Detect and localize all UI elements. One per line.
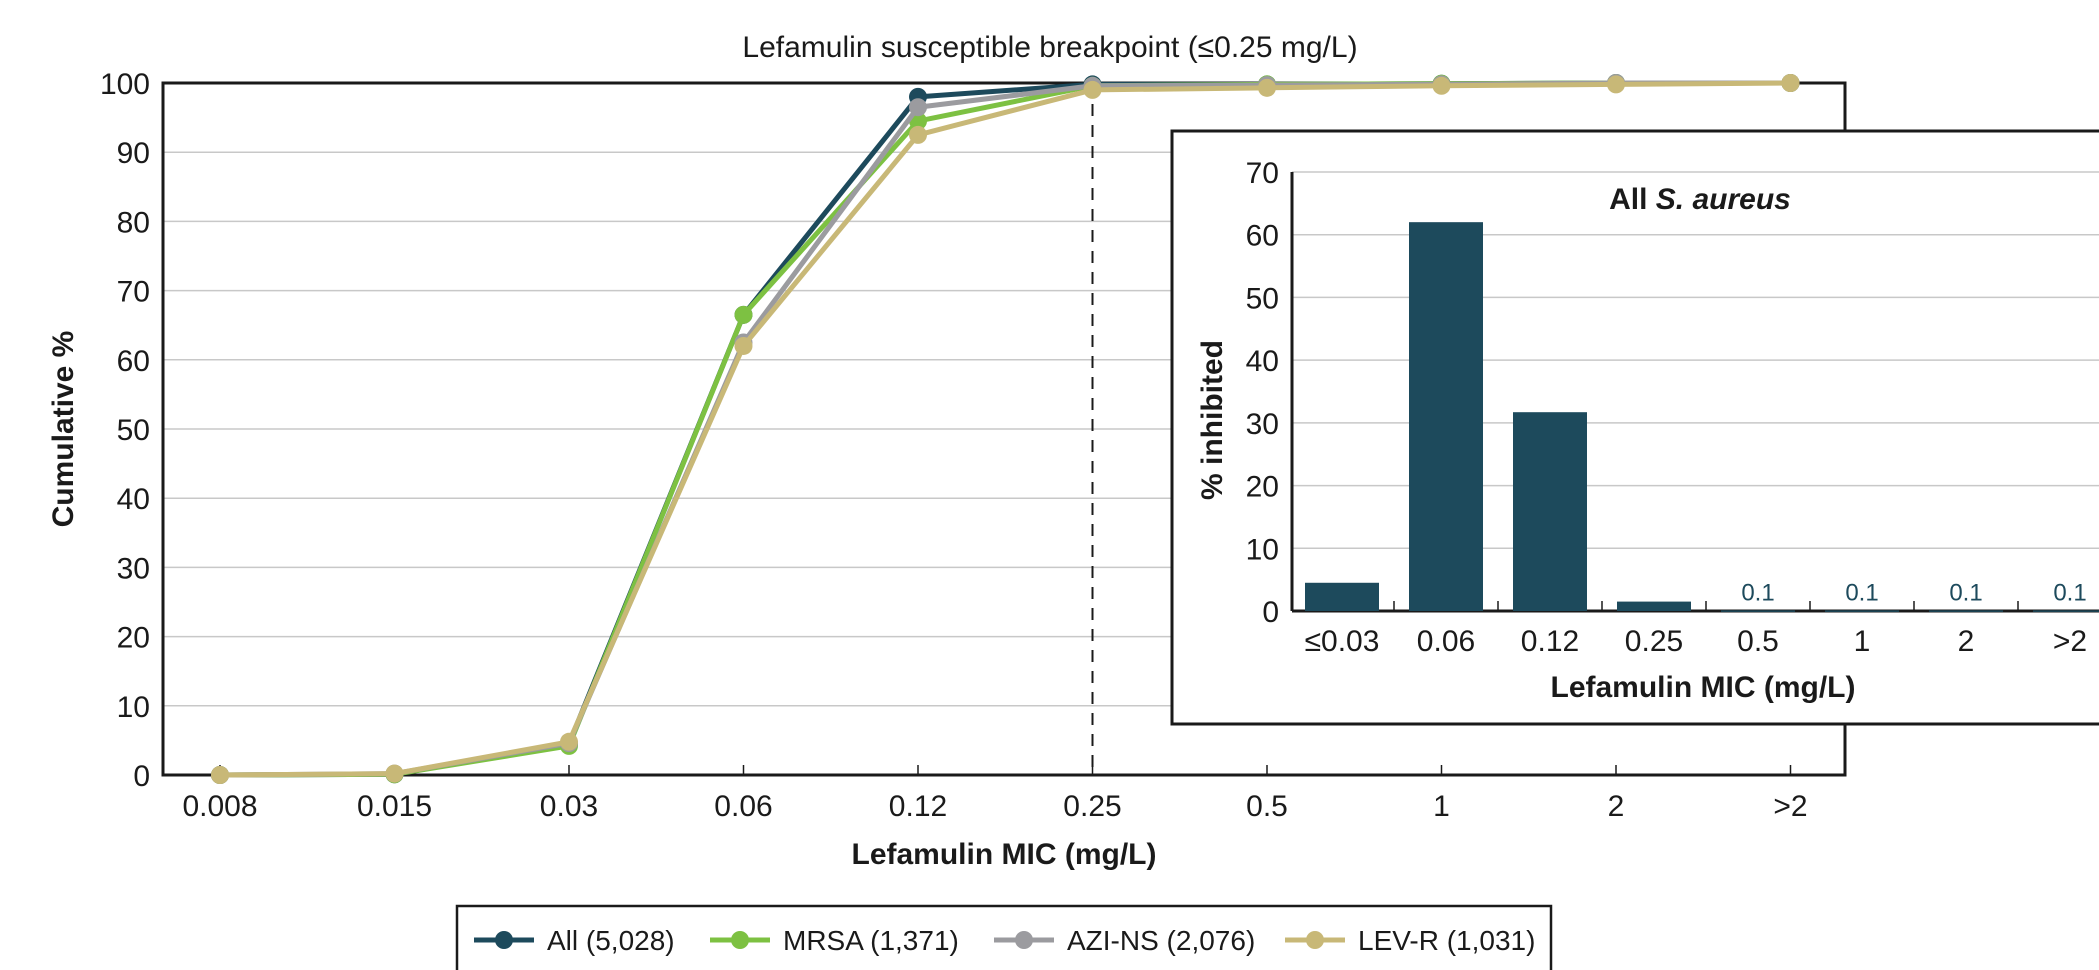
- inset-bar: [1721, 610, 1795, 612]
- main-y-tick-label: 30: [117, 552, 150, 585]
- main-x-tick-label: 2: [1608, 790, 1625, 823]
- inset-x-tick-label: 0.12: [1521, 625, 1579, 658]
- inset-bar-data-label: 0.1: [1741, 579, 1774, 606]
- inset-bar-data-label: 0.1: [1949, 579, 1982, 606]
- series-point: [909, 125, 927, 144]
- main-y-tick-label: 40: [117, 483, 150, 516]
- legend-box: [455, 904, 1553, 970]
- series-point: [211, 766, 229, 784]
- inset-title-prefix: All: [1609, 183, 1656, 216]
- breakpoint-annotation: Lefamulin susceptible breakpoint (≤0.25 …: [742, 31, 1357, 64]
- legend-label: MRSA (1,371): [783, 925, 959, 956]
- inset-y-tick-label: 30: [1246, 408, 1279, 441]
- series-line: [219, 80, 1791, 778]
- series-point: [1607, 75, 1625, 94]
- inset-bars: 0.1 0.1 0.1 0.1: [1305, 222, 2099, 612]
- main-y-tick-label: 70: [117, 276, 150, 309]
- inset-x-tick-label: 0.06: [1417, 625, 1475, 658]
- inset-x-tick-label: 0.5: [1737, 625, 1779, 658]
- inset-y-tick-label: 40: [1246, 345, 1279, 378]
- inset-y-tick-label: 20: [1246, 471, 1279, 504]
- series-point: [385, 764, 404, 783]
- inset-bar: [1617, 601, 1691, 611]
- inset-x-tick-labels: ≤0.03 0.06 0.12 0.25 0.5 1 2 >2: [1305, 601, 2087, 658]
- legend-marker: [1015, 931, 1033, 949]
- inset-x-tick-label: ≤0.03: [1305, 625, 1380, 658]
- inset-x-axis-title: Lefamulin MIC (mg/L): [1551, 671, 1856, 704]
- main-y-tick-label: 90: [117, 137, 150, 170]
- main-y-tick-label: 10: [117, 691, 150, 724]
- inset-y-tick-labels: 0 10 20 30 40 50 60 70: [1246, 157, 1279, 629]
- legend-label: LEV-R (1,031): [1358, 925, 1535, 956]
- legend-marker: [1306, 931, 1324, 949]
- inset-frame: [1170, 129, 2099, 726]
- inset-bar: [1305, 582, 1379, 611]
- inset-title: All S. aureus: [1609, 183, 1791, 216]
- inset-bar: [1513, 412, 1587, 611]
- main-gridlines: [163, 151, 1845, 707]
- inset-y-tick-label: 0: [1262, 596, 1279, 629]
- inset-bar-chart: 0 10 20 30 40 50 60 70 0.1 0.1 0.1 0.1 ≤0.03 0.06 0.…: [1170, 129, 2099, 726]
- legend-label: AZI-NS (2,076): [1067, 925, 1255, 956]
- series-point: [734, 305, 753, 324]
- series-3: [211, 74, 1800, 784]
- series-point: [734, 336, 753, 355]
- main-x-tick-label: 0.12: [889, 790, 947, 823]
- main-y-tick-label: 80: [117, 206, 150, 239]
- legend-marker: [495, 931, 513, 949]
- inset-bar: [1409, 222, 1483, 611]
- main-x-tick-label: 0.015: [357, 790, 432, 823]
- inset-title-italic: S. aureus: [1656, 183, 1791, 216]
- main-x-tick-label: 0.008: [182, 790, 257, 823]
- series-point: [1258, 78, 1276, 97]
- main-y-tick-label: 60: [117, 345, 150, 378]
- main-y-axis-title: Cumulative %: [47, 331, 80, 528]
- main-y-tick-label: 20: [117, 622, 150, 655]
- series-point: [1432, 76, 1451, 95]
- inset-y-tick-label: 60: [1246, 220, 1279, 253]
- inset-y-tick-label: 10: [1246, 533, 1279, 566]
- main-x-axis-title: Lefamulin MIC (mg/L): [852, 838, 1157, 871]
- inset-y-tick-label: 70: [1246, 157, 1279, 190]
- series-point: [909, 98, 927, 117]
- main-y-tick-label: 50: [117, 414, 150, 447]
- main-y-tick-label: 0: [133, 760, 150, 793]
- main-x-tick-label: >2: [1773, 790, 1807, 823]
- main-x-tick-label: 0.06: [714, 790, 772, 823]
- inset-x-tick-label: 0.25: [1625, 625, 1683, 658]
- main-x-tick-labels: 0.008 0.015 0.03 0.06 0.12 0.25 0.5 1 2 >2: [182, 765, 1808, 823]
- series-point: [1083, 80, 1102, 99]
- main-x-tick-label: 0.25: [1063, 790, 1121, 823]
- inset-x-tick-label: >2: [2053, 625, 2087, 658]
- legend-label: All (5,028): [547, 925, 675, 956]
- main-x-tick-label: 0.03: [540, 790, 598, 823]
- main-x-tick-label: 0.5: [1246, 790, 1288, 823]
- main-x-tick-label: 1: [1433, 790, 1450, 823]
- legend: All (5,028) MRSA (1,371) AZI-NS (2,076) LEV…: [455, 904, 1553, 970]
- inset-bar: [1929, 610, 2003, 612]
- main-series-group: [211, 74, 1800, 784]
- legend-marker: [731, 931, 749, 949]
- series-point: [560, 732, 578, 751]
- inset-bar-data-label: 0.1: [1845, 579, 1878, 606]
- inset-bar: [1825, 610, 1899, 612]
- series-point: [1781, 74, 1800, 92]
- inset-y-tick-label: 50: [1246, 282, 1279, 315]
- inset-y-axis-title: % inhibited: [1196, 340, 1229, 500]
- inset-bar-data-label: 0.1: [2053, 579, 2086, 606]
- main-y-tick-label: 100: [100, 68, 150, 101]
- main-y-tick-labels: 0 10 20 30 40 50 60 70 80 90 100: [100, 68, 150, 793]
- inset-x-tick-label: 2: [1958, 625, 1975, 658]
- inset-bar: [2033, 610, 2099, 612]
- inset-x-tick-label: 1: [1854, 625, 1871, 658]
